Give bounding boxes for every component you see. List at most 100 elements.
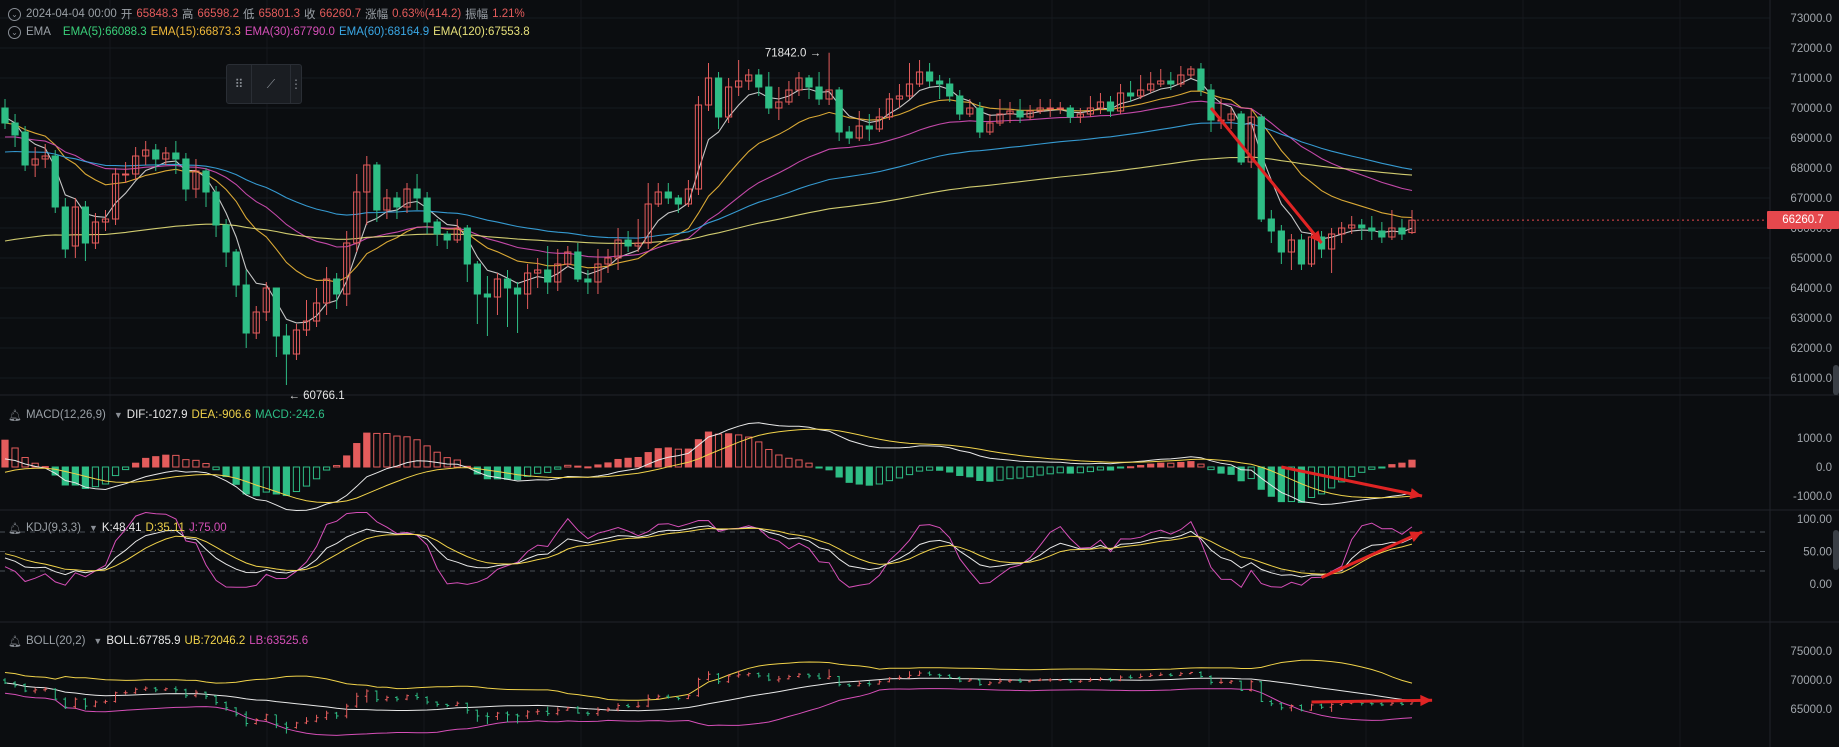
candle-body — [724, 86, 733, 118]
macd-histogram-bar — [202, 463, 210, 468]
macd-histogram-bar — [785, 457, 793, 468]
macd-histogram-bar — [1277, 466, 1285, 503]
annotation-arrow — [1209, 107, 1323, 244]
drag-handle-icon[interactable]: ⠿ — [234, 77, 244, 91]
macd-histogram-bar — [1358, 466, 1366, 473]
macd-histogram-bar — [322, 466, 331, 471]
y-tick-label: 69000.0 — [1790, 133, 1832, 145]
macd-histogram-bar — [232, 466, 240, 485]
macd-histogram-bar — [1287, 466, 1296, 503]
candle-body — [1096, 101, 1105, 109]
macd-histogram-bar — [1187, 461, 1195, 468]
chevron-down-icon[interactable]: ▼ — [113, 410, 123, 420]
candle-body — [845, 131, 853, 139]
y-tick-label: 64000.0 — [1790, 283, 1832, 295]
candle-body — [383, 197, 391, 211]
macd-histogram-bar — [1076, 466, 1084, 474]
candle-body — [714, 77, 723, 118]
kdj-y-tick: 0.00 — [1810, 579, 1832, 591]
chevron-icon[interactable]: ⌄ — [8, 7, 21, 21]
chevron-icon[interactable]: ⌄ — [8, 25, 21, 39]
candle-body — [473, 263, 481, 295]
chevron-down-icon[interactable]: ▼ — [93, 636, 103, 646]
bell-icon[interactable]: 🔔︎ — [8, 409, 22, 422]
drawing-toolbar: ⠿ ⟋ ⋮ — [226, 64, 302, 104]
candle-body — [483, 293, 492, 298]
macd-histogram-bar — [765, 448, 773, 468]
candle-body — [584, 278, 592, 283]
candle-date: 2024-04-04 00:00 — [26, 8, 117, 20]
ema5-line — [4, 77, 1413, 324]
y-tick-label: 73000.0 — [1790, 13, 1832, 25]
macd-header: 🔔︎ MACD(12,26,9) ▼ DIF:-1027.9 DEA:-906.… — [8, 407, 329, 423]
macd-histogram-bar — [91, 466, 100, 488]
macd-y-tick: -1000.0 — [1793, 491, 1832, 503]
candle-body — [333, 278, 341, 295]
macd-histogram-bar — [272, 466, 280, 495]
macd-histogram-bar — [885, 466, 894, 482]
change-label: 涨幅 — [365, 9, 389, 21]
kdj-d: D:35.11 — [145, 522, 185, 534]
kdj-indicator-name[interactable]: KDJ(9,3,3) — [25, 522, 81, 534]
macd-histogram-bar — [21, 457, 29, 468]
macd-histogram-bar — [755, 441, 763, 468]
macd-histogram-bar — [674, 448, 682, 468]
bell-icon[interactable]: 🔔︎ — [8, 635, 22, 648]
bell-icon[interactable]: 🔔︎ — [8, 522, 22, 535]
boll-upper: UB:72046.2 — [184, 635, 246, 647]
ema30-value: EMA(30):67790.0 — [244, 26, 335, 38]
ema60-line — [4, 122, 1413, 239]
high-value: 66598.2 — [197, 8, 239, 20]
candle-body — [1056, 107, 1064, 110]
trend-line-icon[interactable]: ⟋ — [266, 76, 276, 91]
chevron-down-icon[interactable]: ▼ — [88, 523, 98, 533]
candle-body — [835, 89, 843, 133]
ema-indicator-name[interactable]: EMA — [26, 26, 51, 38]
candle-body — [1066, 107, 1074, 118]
macd-histogram-bar — [222, 466, 230, 478]
macd-histogram-bar — [1167, 462, 1175, 468]
kdj-y-tick: 50.00 — [1803, 547, 1832, 559]
scroll-handle[interactable] — [1833, 530, 1839, 570]
macd-histogram-bar — [805, 462, 813, 468]
candle-body — [1036, 107, 1044, 112]
macd-dif-line — [4, 422, 1413, 512]
low-label: 低 — [242, 9, 255, 21]
macd-histogram-bar — [121, 466, 130, 471]
candle-body — [1167, 80, 1175, 85]
macd-histogram-bar — [946, 466, 954, 473]
close-label: 收 — [304, 9, 316, 21]
macd-indicator-name[interactable]: MACD(12,26,9) — [25, 409, 106, 421]
y-tick-label: 61000.0 — [1790, 373, 1832, 385]
macd-histogram-bar — [343, 455, 351, 468]
scroll-handle[interactable] — [1833, 365, 1839, 395]
candle-body — [895, 95, 904, 100]
candle-body — [805, 77, 813, 88]
candle-body — [1126, 92, 1135, 97]
macd-histogram-bar — [252, 466, 260, 497]
macd-histogram-bar — [775, 454, 783, 468]
macd-histogram-bar — [1137, 464, 1145, 468]
candle-body — [1368, 227, 1376, 232]
candle-body — [1358, 224, 1366, 229]
candle-body — [353, 191, 361, 244]
macd-histogram-bar — [302, 466, 311, 487]
candle-body — [222, 224, 230, 253]
more-icon[interactable]: ⋮ — [290, 77, 302, 91]
candle-body — [574, 251, 582, 280]
boll-indicator-name[interactable]: BOLL(20,2) — [25, 635, 86, 647]
y-tick-label: 68000.0 — [1790, 163, 1832, 175]
macd-histogram-bar — [101, 466, 110, 485]
macd-histogram-bar — [353, 443, 361, 468]
candle-body — [815, 86, 823, 100]
candle-body — [322, 278, 331, 304]
macd-histogram-bar — [1036, 466, 1044, 476]
candle-body — [262, 287, 270, 313]
macd-histogram-bar — [1177, 461, 1185, 468]
macd-histogram-bar — [875, 466, 883, 485]
macd-histogram-bar — [745, 436, 753, 468]
candle-body — [111, 173, 120, 220]
high-marker-label: 71842.0 → — [765, 48, 821, 60]
macd-histogram-bar — [212, 466, 220, 471]
